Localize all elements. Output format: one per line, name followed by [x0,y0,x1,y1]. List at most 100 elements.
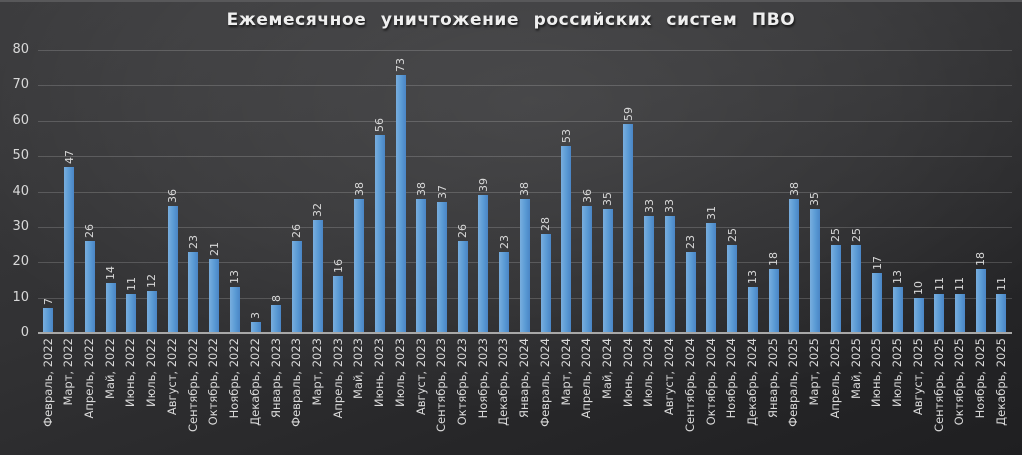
x-axis-labels: Февраль, 2022 Март, 2022 Апрель, 2022 Май, … [38,338,1012,455]
bar-value-text: 13 [228,270,242,285]
x-tick-label: Апрель, 2025 [827,338,842,419]
bar-value-text: 25 [849,227,863,242]
bar-slot: 25 [825,50,846,333]
y-tick-label-0: 0 [20,325,29,341]
bar-value-text: 26 [290,224,304,239]
bar-value-label: 23 [183,235,204,249]
bar-slot: 18 [970,50,991,333]
bar-slot: 53 [556,50,577,333]
x-tick-label: Апрель, 2024 [579,338,594,419]
bar-Июль, 2024 [644,216,655,333]
bar-Май, 2023 [354,198,365,333]
bar-value-label: 25 [825,228,846,242]
bar-slot: 10 [908,50,929,333]
bar-Сентябрь, 2023 [437,202,448,333]
x-tick-label: Май, 2022 [102,338,117,400]
x-tick-slot: Март, 2022 [59,338,80,406]
bar-value-text: 11 [124,277,138,292]
x-tick-slot: Июль, 2023 [390,338,411,407]
bar-Ноябрь, 2023 [478,195,489,333]
bar-slot: 11 [929,50,950,333]
x-tick-label: Октябрь, 2023 [454,338,469,426]
x-tick-label: Ноябрь, 2024 [724,338,739,419]
bar-Май, 2024 [602,209,613,333]
bar-slot: 7 [38,50,59,333]
bar-Март, 2023 [312,219,323,333]
y-tick-label-50: 50 [12,148,29,164]
bar-slot: 21 [204,50,225,333]
bar-Август, 2022 [167,205,178,333]
x-tick-slot: Июнь, 2022 [121,338,142,407]
bar-value-label: 38 [411,182,432,196]
bar-value-label: 38 [515,182,536,196]
bar-series: 7 47 26 14 11 12 36 23 21 13 3 8 26 32 16 38 56 73 38 37 26 3… [38,50,1012,333]
bar-value-text: 37 [435,185,449,200]
x-tick-label: Ноябрь, 2023 [475,338,490,419]
x-tick-slot: Июнь, 2025 [867,338,888,407]
x-tick-slot: Июль, 2024 [639,338,660,407]
bar-slot: 35 [805,50,826,333]
y-tick-label-10: 10 [12,289,29,305]
x-tick-slot: Июнь, 2023 [370,338,391,407]
bar-slot: 39 [473,50,494,333]
bar-value-label: 35 [597,192,618,206]
bar-value-text: 39 [476,178,490,193]
x-tick-slot: Май, 2025 [846,338,867,399]
x-tick-label: Июнь, 2024 [620,338,635,408]
x-tick-label: Май, 2024 [600,338,615,400]
x-tick-label: Июль, 2025 [890,338,905,407]
x-tick-label: Август, 2023 [413,338,428,416]
bar-slot: 25 [846,50,867,333]
bar-value-label: 39 [473,178,494,192]
y-tick-label-40: 40 [12,183,29,199]
bar-value-text: 16 [331,259,345,274]
bar-slot: 38 [515,50,536,333]
x-tick-label: Август, 2022 [164,338,179,416]
bar-slot: 31 [701,50,722,333]
bar-Июнь, 2023 [374,134,385,333]
bar-slot: 3 [245,50,266,333]
bar-Февраль, 2024 [540,233,551,333]
x-tick-slot: Сентябрь, 2025 [929,338,950,432]
bar-value-label: 26 [452,224,473,238]
bar-slot: 56 [370,50,391,333]
x-tick-slot: Март, 2024 [556,338,577,406]
bar-Ноябрь, 2022 [229,287,240,333]
bar-slot: 23 [494,50,515,333]
bar-value-label: 23 [494,235,515,249]
x-tick-slot: Май, 2023 [349,338,370,399]
bar-value-label: 18 [970,252,991,266]
bar-slot: 33 [660,50,681,333]
bar-value-text: 10 [912,280,926,295]
bar-slot: 11 [991,50,1012,333]
bar-Октябрь, 2023 [457,241,468,333]
x-tick-slot: Октябрь, 2024 [701,338,722,425]
bar-slot: 8 [266,50,287,333]
bar-value-text: 28 [539,216,553,231]
bar-value-label: 10 [908,281,929,295]
x-tick-slot: Декабрь, 2023 [494,338,515,426]
x-tick-label: Ноябрь, 2022 [227,338,242,419]
bar-value-text: 21 [207,241,221,256]
x-axis-line [38,332,1012,334]
bar-value-label: 38 [784,182,805,196]
x-tick-slot: Сентябрь, 2024 [680,338,701,432]
bar-Апрель, 2025 [830,244,841,333]
x-tick-slot: Февраль, 2022 [38,338,59,427]
x-tick-label: Октябрь, 2025 [952,338,967,426]
bar-slot: 25 [722,50,743,333]
y-axis: 0 10 20 30 40 50 60 70 80 [0,42,31,340]
bar-value-text: 7 [41,298,55,306]
x-tick-label: Февраль, 2025 [786,338,801,427]
x-tick-slot: Май, 2022 [100,338,121,399]
bar-value-label: 23 [680,235,701,249]
x-tick-slot: Январь, 2024 [515,338,536,418]
bar-value-label: 33 [660,199,681,213]
bar-value-label: 11 [121,277,142,291]
bar-value-label: 21 [204,242,225,256]
bar-value-label: 11 [929,277,950,291]
bar-slot: 33 [639,50,660,333]
bar-value-text: 59 [621,107,635,122]
bar-Июнь, 2025 [872,272,883,333]
bar-value-label: 33 [639,199,660,213]
